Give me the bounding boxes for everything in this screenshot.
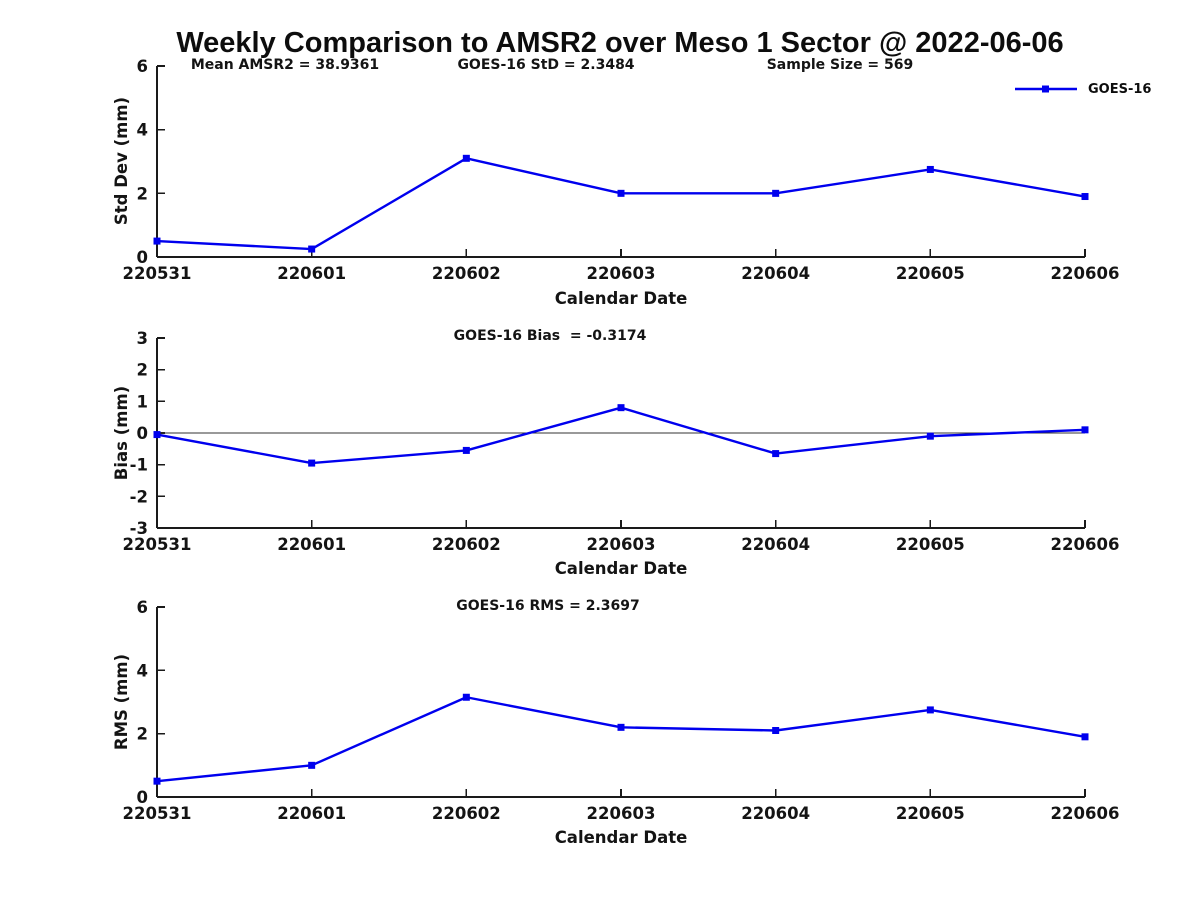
x-tick-label: 220602 <box>432 535 501 554</box>
data-marker-bias <box>617 404 625 412</box>
data-marker-rms <box>617 723 625 731</box>
x-tick-label: 220605 <box>896 264 965 283</box>
y-tick-label: 4 <box>137 121 148 140</box>
data-marker-rms <box>772 727 780 734</box>
y-tick-label: -2 <box>130 487 148 506</box>
data-line-bias <box>156 406 1086 465</box>
x-tick-label: 220604 <box>741 264 810 283</box>
data-marker-rms <box>1081 733 1089 741</box>
y-tick-label: 0 <box>137 424 148 443</box>
data-marker-std-dev <box>1081 193 1089 201</box>
annotation-goes16-bias: GOES-16 Bias = -0.3174 <box>453 328 647 344</box>
y-tick-label: 4 <box>137 661 148 680</box>
x-tick-label: 220531 <box>123 804 192 823</box>
annotation-goes16-std: GOES-16 StD = 2.3484 <box>457 57 635 73</box>
x-tick-label: 220603 <box>587 804 656 823</box>
x-tick-label: 220605 <box>896 535 965 554</box>
data-marker-bias <box>772 450 780 458</box>
data-marker-std-dev <box>926 165 934 173</box>
y-tick-label: 1 <box>137 392 148 411</box>
x-tick-label: 220605 <box>896 804 965 823</box>
x-tick-label: 220602 <box>432 804 501 823</box>
y-tick-label: 3 <box>137 329 148 348</box>
data-marker-std-dev <box>308 245 316 253</box>
x-tick-label: 220531 <box>123 264 192 283</box>
x-tick-label: 220603 <box>587 535 656 554</box>
figure-title: Weekly Comparison to AMSR2 over Meso 1 S… <box>176 27 1064 59</box>
data-marker-std-dev <box>617 189 625 197</box>
x-tick-label: 220601 <box>277 804 346 823</box>
annotation-sample-size: Sample Size = 569 <box>766 57 914 73</box>
y-tick-label: 6 <box>137 57 148 76</box>
x-tick-label: 220603 <box>587 264 656 283</box>
legend: GOES-16 <box>1013 80 1151 98</box>
y-tick-label: -1 <box>130 456 148 475</box>
data-marker-rms <box>153 777 161 785</box>
y-tick-label: 6 <box>137 598 148 617</box>
data-marker-rms <box>926 706 934 714</box>
data-marker-bias <box>308 459 316 467</box>
data-marker-rms <box>308 761 316 769</box>
x-tick-label: 220601 <box>277 264 346 283</box>
x-tick-label: 220604 <box>741 535 810 554</box>
y-tick-label: 0 <box>137 248 148 267</box>
data-line-std-dev <box>156 157 1086 251</box>
y-tick-label: 2 <box>137 184 148 203</box>
data-marker-bias <box>462 446 470 454</box>
x-tick-label: 220531 <box>123 535 192 554</box>
data-marker-bias <box>1081 426 1089 434</box>
x-tick-label: 220602 <box>432 264 501 283</box>
data-marker-bias <box>153 431 161 439</box>
data-marker-std-dev <box>772 189 780 197</box>
annotation-mean-amsr2: Mean AMSR2 = 38.9361 <box>190 57 380 73</box>
x-tick-label: 220601 <box>277 535 346 554</box>
legend-label: GOES-16 <box>1088 81 1152 97</box>
data-marker-std-dev <box>153 237 161 245</box>
data-marker-bias <box>926 432 934 440</box>
legend-line-sample <box>1015 85 1077 93</box>
x-tick-label: 220606 <box>1051 535 1120 554</box>
x-axis-label-rms: Calendar Date <box>554 828 688 847</box>
x-tick-label: 220604 <box>741 804 810 823</box>
y-tick-label: 2 <box>137 725 148 744</box>
data-line-rms <box>156 696 1086 783</box>
y-tick-label: 2 <box>137 361 148 380</box>
data-marker-rms <box>462 693 470 701</box>
legend-marker <box>1042 85 1049 93</box>
x-tick-label: 220606 <box>1051 804 1120 823</box>
x-axis-label-bias: Calendar Date <box>554 559 688 578</box>
y-tick-label: -3 <box>130 519 148 538</box>
y-tick-label: 0 <box>137 788 148 807</box>
x-tick-label: 220606 <box>1051 264 1120 283</box>
x-axis-label-stddev: Calendar Date <box>554 289 688 308</box>
annotation-goes16-rms: GOES-16 RMS = 2.3697 <box>456 598 640 614</box>
data-marker-std-dev <box>462 154 470 162</box>
